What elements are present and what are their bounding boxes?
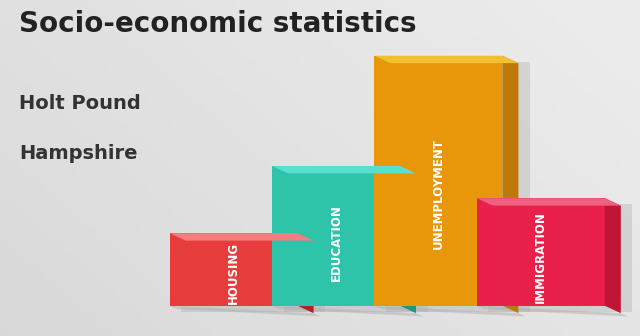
Polygon shape: [181, 239, 325, 312]
Polygon shape: [170, 233, 298, 306]
Polygon shape: [477, 198, 621, 206]
Text: IMMIGRATION: IMMIGRATION: [534, 211, 547, 303]
Text: HOUSING: HOUSING: [227, 242, 240, 304]
Polygon shape: [170, 233, 314, 241]
Polygon shape: [605, 198, 621, 313]
Polygon shape: [502, 56, 518, 313]
Polygon shape: [272, 166, 416, 173]
Text: EDUCATION: EDUCATION: [330, 204, 342, 281]
Polygon shape: [488, 204, 632, 312]
Polygon shape: [477, 306, 628, 317]
Text: Hampshire: Hampshire: [19, 144, 138, 164]
Polygon shape: [272, 166, 400, 306]
Polygon shape: [284, 172, 428, 312]
Polygon shape: [374, 56, 502, 306]
Polygon shape: [400, 166, 416, 313]
Polygon shape: [170, 306, 321, 317]
Text: Socio-economic statistics: Socio-economic statistics: [19, 10, 417, 38]
Text: UNEMPLOYMENT: UNEMPLOYMENT: [432, 138, 445, 249]
Polygon shape: [374, 306, 526, 317]
Text: Holt Pound: Holt Pound: [19, 94, 141, 113]
Polygon shape: [386, 62, 530, 312]
Polygon shape: [298, 233, 314, 313]
Polygon shape: [272, 306, 424, 317]
Polygon shape: [374, 56, 518, 63]
Polygon shape: [477, 198, 605, 306]
